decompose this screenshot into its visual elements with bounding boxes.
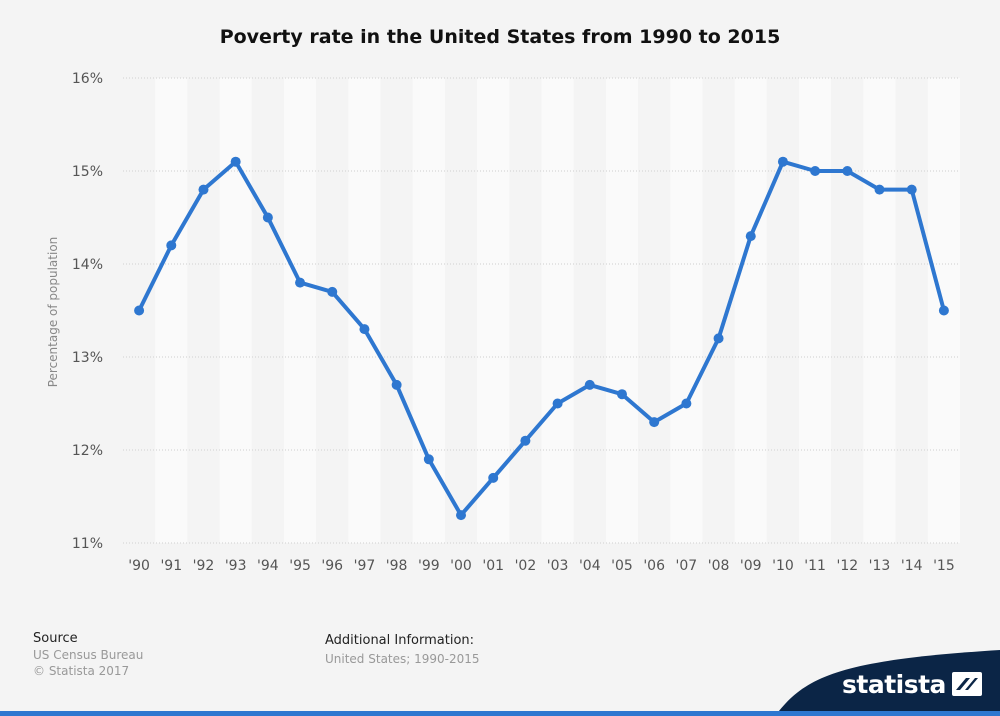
column-band [573,78,606,543]
data-point[interactable] [713,333,724,344]
data-point[interactable] [810,166,821,176]
y-tick-label: 13% [72,350,103,366]
column-band [734,78,767,543]
data-point[interactable] [359,324,370,335]
alternating-column-bands [123,78,960,543]
x-tick-label: '11 [804,558,826,574]
x-tick-labels: '90 '91 '92 '93 '94 '95 '96 '97 '98 '99 '00 '01 '02 '… [128,558,954,574]
column-band [799,78,832,543]
x-tick-label: '90 [128,558,150,574]
x-tick-label: '98 [386,558,408,574]
column-band [444,78,478,543]
statista-wordmark: statista [842,669,946,699]
x-tick-label: '96 [321,558,343,574]
column-band [541,78,574,543]
statista-logo: statista [842,667,982,701]
data-point[interactable] [874,184,885,195]
chart-title: Poverty rate in the United States from 1… [219,26,781,48]
series-line [137,159,946,518]
source-heading: Source [33,631,78,646]
data-point[interactable] [262,212,273,223]
data-point[interactable] [327,286,338,297]
y-tick-label: 11% [72,536,103,552]
x-tick-label: '94 [257,558,279,574]
x-tick-label: '07 [676,558,698,574]
x-tick-label: '12 [836,558,858,574]
column-band [348,78,381,543]
data-point[interactable] [552,398,563,409]
column-band [766,78,800,543]
x-tick-label: '14 [901,558,923,574]
x-tick-label: '15 [933,558,955,574]
x-tick-label: '02 [515,558,537,574]
column-band [187,78,220,543]
data-point[interactable] [520,435,531,446]
data-point[interactable] [938,305,949,316]
column-band [638,78,671,543]
data-points [134,156,949,521]
column-band [155,78,188,543]
x-tick-label: '92 [193,558,215,574]
copyright-text: © Statista 2017 [33,664,130,678]
data-point[interactable] [777,156,788,167]
additional-info-heading: Additional Information: [325,633,475,648]
column-band [316,78,349,543]
column-band [831,78,864,543]
x-tick-label: '97 [354,558,376,574]
x-tick-label: '00 [450,558,472,574]
data-point[interactable] [198,184,209,195]
column-band [670,78,703,543]
data-point[interactable] [681,398,692,409]
y-tick-labels: 11% 12% 13% 14% 15% 16% [72,71,103,552]
data-point[interactable] [456,510,467,521]
x-tick-label: '09 [740,558,762,574]
x-tick-label: '05 [611,558,633,574]
column-band [412,78,445,543]
x-tick-label: '08 [708,558,730,574]
column-band [509,78,542,543]
x-tick-label: '93 [225,558,247,574]
column-band [605,78,639,543]
data-point[interactable] [906,184,917,195]
x-tick-label: '13 [869,558,891,574]
y-tick-label: 14% [72,257,103,273]
y-tick-label: 12% [72,443,103,459]
column-band [251,78,284,543]
x-tick-label: '10 [772,558,794,574]
data-point[interactable] [488,472,499,483]
column-band [283,78,317,543]
additional-info-text: United States; 1990-2015 [325,652,480,666]
data-point[interactable] [616,389,627,400]
data-point[interactable] [584,379,595,390]
data-point[interactable] [295,277,306,288]
source-text: US Census Bureau [33,648,144,662]
column-band [895,78,928,543]
x-tick-label: '04 [579,558,601,574]
x-tick-label: '03 [547,558,569,574]
column-band [219,78,252,543]
data-point[interactable] [649,417,660,428]
y-tick-label: 16% [72,71,103,87]
x-tick-label: '99 [418,558,440,574]
x-tick-label: '01 [482,558,504,574]
column-band [380,78,413,543]
data-point[interactable] [230,156,241,167]
x-tick-label: '06 [643,558,665,574]
x-tick-label: '95 [289,558,311,574]
y-tick-label: 15% [72,164,103,180]
data-point[interactable] [134,305,145,316]
statista-logo-icon [951,672,982,696]
y-axis-title: Percentage of population [46,237,60,388]
column-band [863,78,896,543]
data-point[interactable] [842,166,853,176]
data-point[interactable] [423,454,434,465]
data-point[interactable] [745,231,756,242]
x-tick-label: '91 [160,558,182,574]
data-point[interactable] [391,379,402,390]
data-point[interactable] [166,240,177,251]
